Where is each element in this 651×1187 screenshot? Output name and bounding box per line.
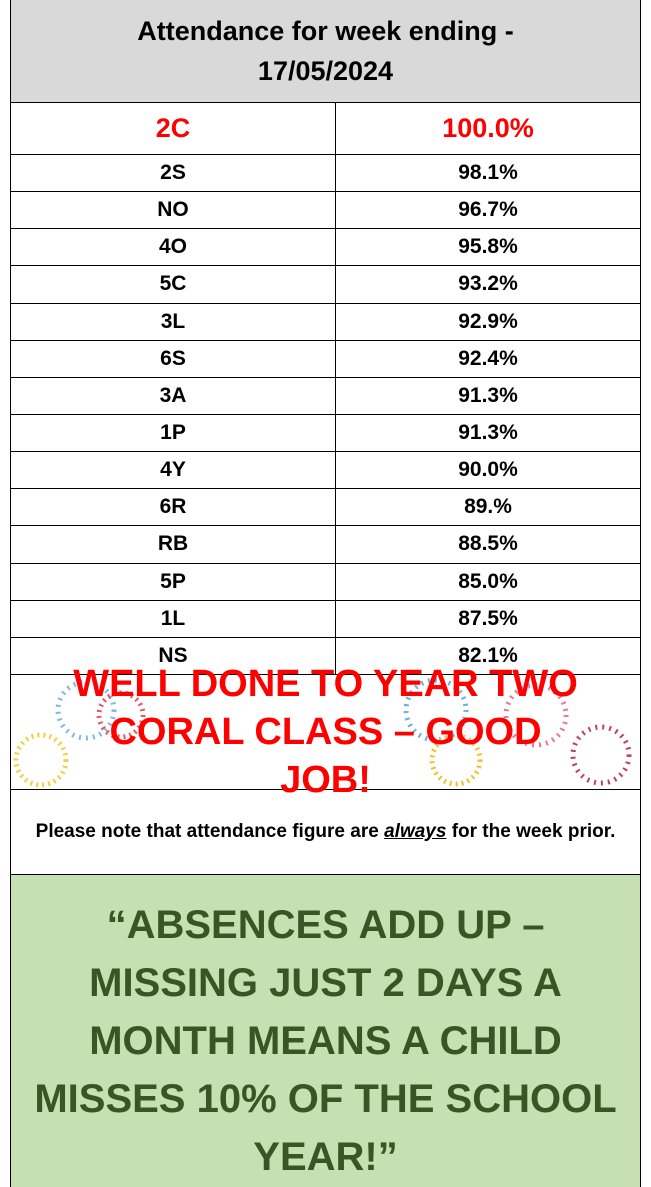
attendance-value: 93.2% [336,266,640,302]
attendance-value: 98.1% [336,155,640,191]
page: Attendance for week ending - 17/05/2024 … [0,0,651,1187]
note-text: Please note that attendance figure are a… [36,817,616,847]
class-name: 3L [11,304,336,340]
note: Please note that attendance figure are a… [11,790,640,875]
class-name: 6S [11,341,336,377]
class-name: 4Y [11,452,336,488]
class-name: NO [11,192,336,228]
class-name: 2C [11,103,336,154]
attendance-value: 89.% [336,489,640,525]
attendance-value: 95.8% [336,229,640,265]
attendance-value: 92.9% [336,304,640,340]
class-name: 4O [11,229,336,265]
attendance-value: 90.0% [336,452,640,488]
class-name: 1L [11,601,336,637]
note-before: Please note that attendance figure are [36,821,384,842]
attendance-value: 91.3% [336,378,640,414]
banner-text: WELL DONE TO YEAR TWO CORAL CLASS – GOOD… [11,660,640,804]
attendance-value: 92.4% [336,341,640,377]
class-name: 6R [11,489,336,525]
attendance-value: 100.0% [336,103,640,154]
class-name: 2S [11,155,336,191]
table-frame: Attendance for week ending - 17/05/2024 … [10,0,641,1187]
attendance-value: 85.0% [336,564,640,600]
class-name: RB [11,526,336,562]
quote: “ABSENCES ADD UP – MISSING JUST 2 DAYS A… [11,875,640,1187]
attendance-value: 88.5% [336,526,640,562]
banner: WELL DONE TO YEAR TWO CORAL CLASS – GOOD… [11,675,640,790]
class-name: 5C [11,266,336,302]
class-name: 1P [11,415,336,451]
class-name: 3A [11,378,336,414]
header-title: Attendance for week ending - 17/05/2024 [11,0,640,103]
attendance-value: 91.3% [336,415,640,451]
note-after: for the week prior. [446,821,615,842]
note-emphasis: always [384,821,446,842]
class-name: 5P [11,564,336,600]
attendance-value: 87.5% [336,601,640,637]
attendance-value: 96.7% [336,192,640,228]
